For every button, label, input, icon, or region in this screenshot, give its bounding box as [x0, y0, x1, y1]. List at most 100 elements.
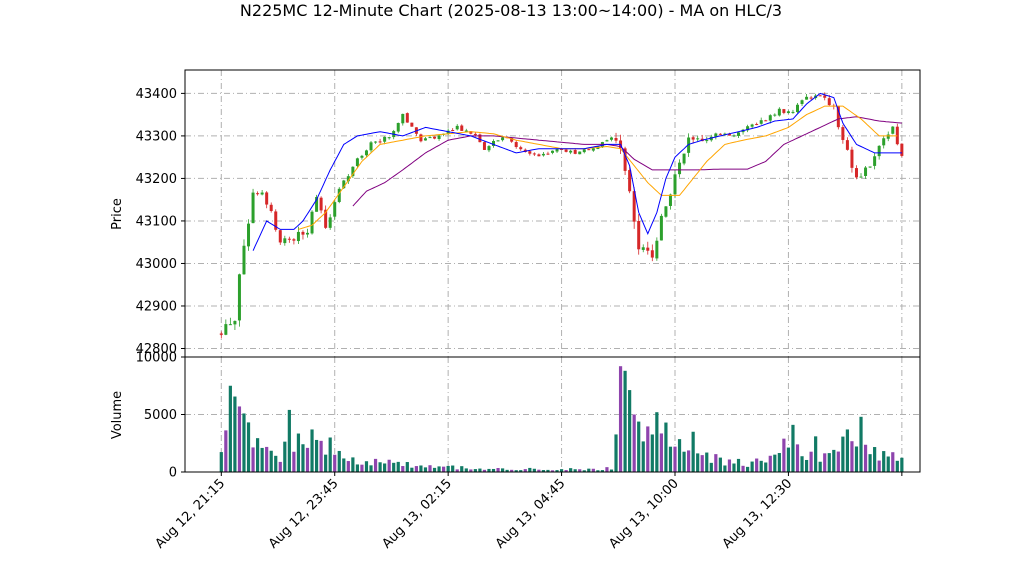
- volume-bar: [863, 444, 868, 472]
- volume-bar: [823, 453, 827, 472]
- x-tick-label: Aug 12, 23:45: [266, 476, 342, 552]
- volume-bar: [269, 450, 273, 472]
- volume-bar: [364, 461, 369, 472]
- volume-bar: [696, 453, 700, 472]
- candle-body: [882, 138, 886, 146]
- candle-body: [346, 176, 350, 182]
- candle-body: [655, 240, 659, 259]
- candle-body: [845, 140, 849, 150]
- volume-bar: [591, 468, 595, 472]
- volume-bar: [895, 460, 899, 472]
- volume-bar: [632, 414, 636, 472]
- volume-bar: [228, 385, 232, 472]
- volume-bar: [646, 426, 650, 472]
- candle-body: [791, 111, 795, 113]
- volume-bar: [668, 446, 673, 472]
- x-tick-label: Aug 13, 02:15: [379, 476, 455, 552]
- volume-bar: [500, 468, 505, 472]
- candle-body: [233, 320, 237, 325]
- candle-body: [564, 149, 568, 152]
- volume-bar: [628, 390, 632, 472]
- volume-bar: [859, 416, 863, 472]
- candle-body: [482, 142, 486, 150]
- volume-bar: [469, 469, 473, 472]
- volume-bars: [219, 366, 904, 472]
- candle-body: [818, 95, 822, 97]
- volume-bar: [637, 421, 641, 472]
- candle-body: [369, 142, 373, 151]
- candle-body: [637, 220, 641, 250]
- candle-body: [718, 133, 722, 135]
- candle-body: [315, 197, 319, 212]
- price-tick-label: 43100: [136, 214, 177, 229]
- candle-body: [823, 95, 827, 98]
- candle-body: [891, 126, 895, 134]
- candle-body: [319, 197, 323, 211]
- candle-body: [283, 238, 287, 244]
- candle-body: [228, 324, 232, 326]
- volume-bar: [324, 454, 328, 472]
- candle-body: [578, 151, 582, 155]
- volume-bar: [786, 447, 791, 472]
- candle-body: [877, 145, 881, 157]
- candle-body: [451, 130, 455, 132]
- candle-body: [782, 109, 786, 113]
- candle-body: [496, 140, 500, 142]
- candle-body: [274, 211, 278, 230]
- volume-bar: [868, 454, 872, 472]
- candle-body: [492, 140, 496, 146]
- volume-bar: [310, 429, 314, 472]
- volume-bar: [596, 470, 600, 472]
- volume-bar: [314, 439, 319, 472]
- volume-bar: [723, 465, 727, 472]
- ma-short-line: [252, 92, 902, 251]
- volume-bar: [305, 447, 310, 472]
- candle-body: [455, 125, 459, 130]
- candle-body: [247, 223, 251, 247]
- volume-bar: [578, 469, 582, 472]
- candle-body: [786, 111, 790, 114]
- volume-bar: [496, 468, 500, 472]
- volume-bar: [355, 464, 360, 472]
- volume-bar: [396, 461, 400, 472]
- volume-bar: [473, 469, 477, 472]
- volume-bar: [219, 452, 223, 472]
- candle-body: [519, 147, 523, 150]
- volume-bar: [900, 457, 904, 472]
- candle-body: [224, 324, 228, 335]
- candle-body: [623, 148, 627, 171]
- candle-body: [714, 133, 718, 137]
- volume-bar: [401, 466, 405, 472]
- volume-bar: [727, 459, 732, 472]
- volume-bar: [455, 469, 459, 472]
- candle-body: [886, 134, 890, 139]
- volume-y-ticks: 0 5000 10000: [136, 351, 185, 481]
- candle-body: [628, 170, 632, 192]
- volume-bar: [405, 462, 409, 472]
- candle-body: [854, 168, 858, 178]
- volume-bar: [446, 465, 450, 472]
- volume-bar: [564, 470, 568, 472]
- candle-body: [641, 247, 645, 250]
- candle-body: [237, 274, 241, 321]
- volume-bar: [854, 446, 859, 472]
- candle-body: [650, 250, 654, 258]
- candle-body: [632, 191, 636, 222]
- candle-body: [868, 166, 872, 168]
- candle-body: [501, 137, 505, 141]
- candle-body: [528, 151, 532, 154]
- volume-bar: [814, 436, 818, 472]
- volume-bar: [759, 460, 763, 472]
- candle-body: [755, 123, 759, 125]
- volume-bar: [673, 446, 677, 472]
- candle-body: [800, 100, 804, 104]
- volume-bar: [319, 440, 323, 472]
- volume-bar: [442, 466, 446, 472]
- candle-body: [464, 130, 468, 132]
- candle-body: [859, 176, 863, 178]
- candle-body: [460, 125, 464, 131]
- volume-bar: [423, 467, 428, 472]
- volume-bar: [741, 465, 745, 472]
- volume-bar: [795, 444, 800, 472]
- candle-body: [668, 194, 672, 206]
